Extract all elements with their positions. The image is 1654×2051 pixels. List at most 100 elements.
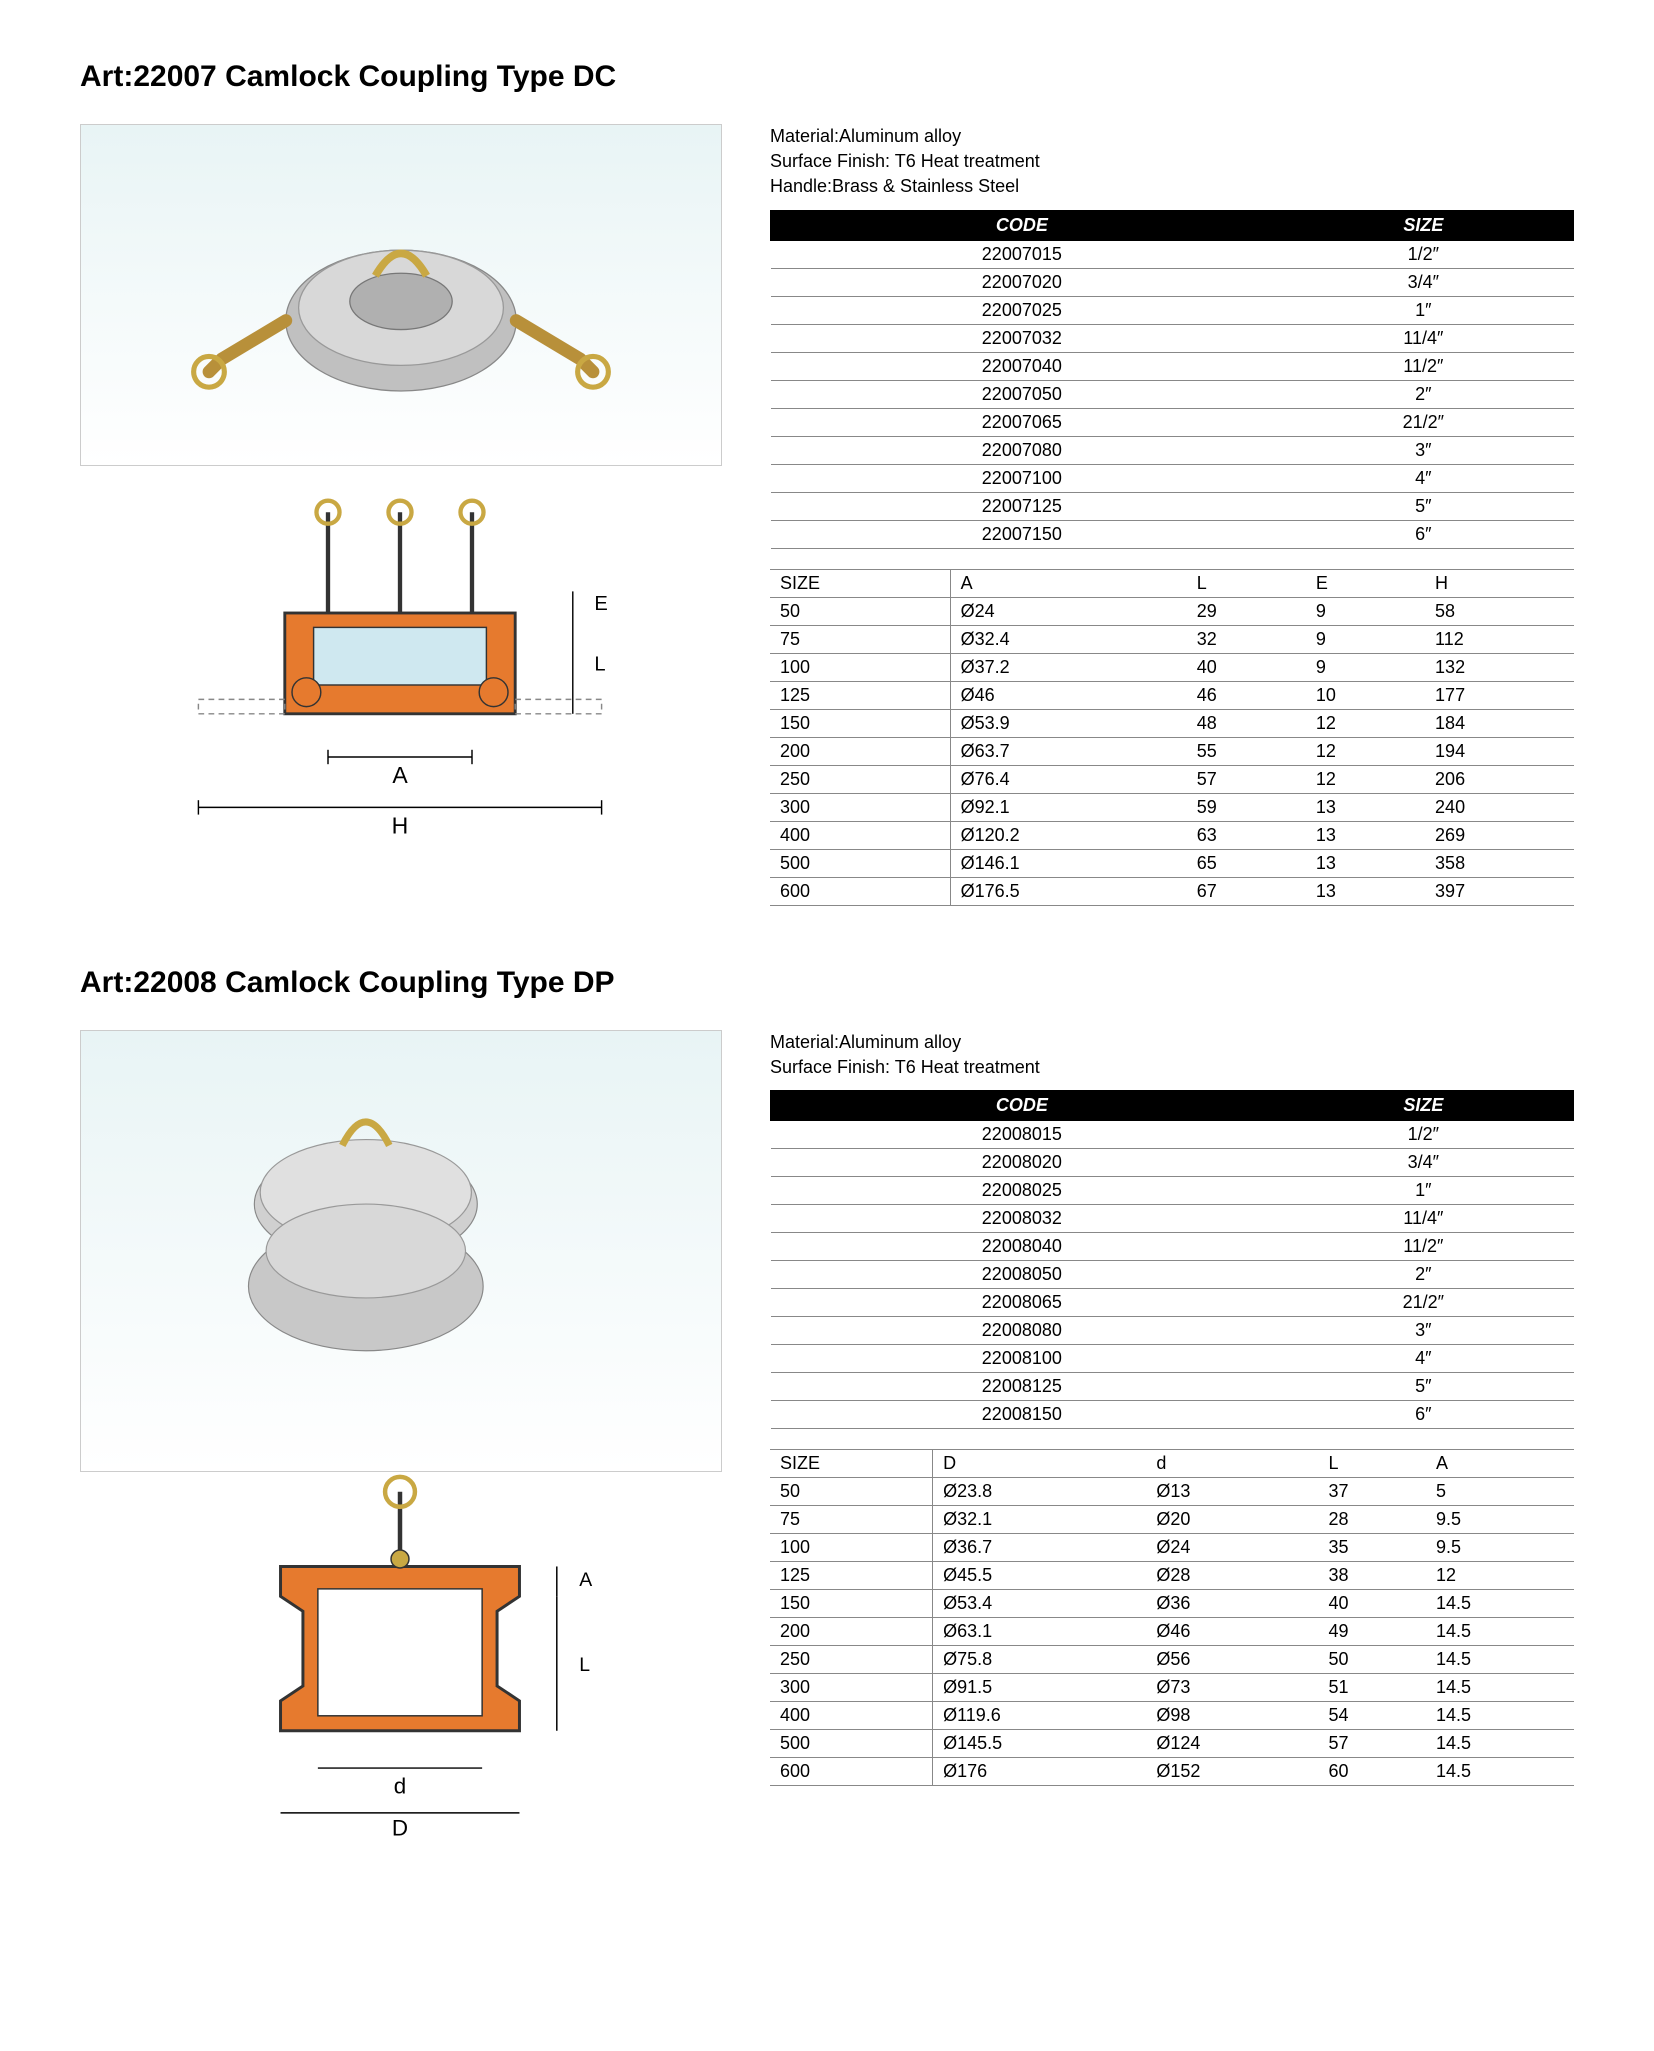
table-cell: Ø32.4: [950, 625, 1187, 653]
table-cell: 184: [1425, 709, 1574, 737]
table-cell: Ø24: [1146, 1533, 1318, 1561]
table-cell: 397: [1425, 877, 1574, 905]
table-cell: 14.5: [1426, 1645, 1574, 1673]
table-header: d: [1146, 1449, 1318, 1477]
table-row: 2200704011/2″: [771, 352, 1574, 380]
table-row: 400Ø119.6Ø985414.5: [770, 1701, 1574, 1729]
table-row: 125Ø45.5Ø283812: [770, 1561, 1574, 1589]
table-cell: 22008015: [771, 1120, 1274, 1148]
table-row: 100Ø36.7Ø24359.5: [770, 1533, 1574, 1561]
table-cell: 57: [1318, 1729, 1426, 1757]
table-cell: 58: [1425, 597, 1574, 625]
table-cell: 400: [770, 1701, 933, 1729]
table-row: 400Ø120.26313269: [770, 821, 1574, 849]
table-cell: Ø24: [950, 597, 1187, 625]
table-header: SIZE: [1273, 210, 1573, 240]
table-header: CODE: [771, 210, 1274, 240]
table-cell: 9: [1306, 653, 1425, 681]
camlock-dc-diagram-icon: A H L E: [112, 469, 688, 843]
code-size-table: CODE SIZE 220070151/2″220070203/4″220070…: [770, 210, 1574, 549]
table-cell: 60: [1318, 1757, 1426, 1785]
table-cell: 67: [1187, 877, 1306, 905]
table-cell: 14.5: [1426, 1729, 1574, 1757]
table-row: 220081255″: [771, 1372, 1574, 1400]
dim-header-row-0: SIZEALEH: [770, 569, 1574, 597]
code-table-body-0: 220070151/2″220070203/4″220070251″220070…: [771, 240, 1574, 548]
table-row: 220080151/2″: [771, 1120, 1574, 1148]
table-cell: Ø119.6: [933, 1701, 1147, 1729]
table-cell: 22007015: [771, 240, 1274, 268]
table-row: 220070203/4″: [771, 268, 1574, 296]
table-cell: 4″: [1273, 464, 1573, 492]
table-cell: 9: [1306, 597, 1425, 625]
table-row: 200Ø63.1Ø464914.5: [770, 1617, 1574, 1645]
dim-label-d-small: d: [394, 1774, 406, 1799]
table-cell: 3/4″: [1273, 268, 1573, 296]
table-cell: 38: [1318, 1561, 1426, 1589]
table-cell: 3/4″: [1273, 1148, 1573, 1176]
table-cell: 6″: [1273, 1400, 1573, 1428]
table-cell: 57: [1187, 765, 1306, 793]
table-cell: 250: [770, 1645, 933, 1673]
spec-line: Surface Finish: T6 Heat treatment: [770, 149, 1574, 174]
table-row: 125Ø464610177: [770, 681, 1574, 709]
table-cell: Ø124: [1146, 1729, 1318, 1757]
table-cell: 50: [770, 1477, 933, 1505]
table-cell: 46: [1187, 681, 1306, 709]
table-cell: 22007020: [771, 268, 1274, 296]
table-cell: 13: [1306, 821, 1425, 849]
table-cell: 177: [1425, 681, 1574, 709]
table-cell: Ø145.5: [933, 1729, 1147, 1757]
table-cell: Ø45.5: [933, 1561, 1147, 1589]
table-row: 300Ø92.15913240: [770, 793, 1574, 821]
table-cell: 65: [1187, 849, 1306, 877]
table-cell: Ø46: [1146, 1617, 1318, 1645]
dimension-table: SIZEALEH 50Ø242995875Ø32.4329112100Ø37.2…: [770, 569, 1574, 906]
table-cell: Ø53.4: [933, 1589, 1147, 1617]
table-cell: 40: [1187, 653, 1306, 681]
product-title: Art:22008 Camlock Coupling Type DP: [80, 966, 1574, 1000]
table-cell: 22008100: [771, 1344, 1274, 1372]
table-cell: Ø13: [1146, 1477, 1318, 1505]
table-cell: Ø36.7: [933, 1533, 1147, 1561]
table-row: 220070251″: [771, 296, 1574, 324]
table-cell: Ø20: [1146, 1505, 1318, 1533]
table-cell: Ø23.8: [933, 1477, 1147, 1505]
product-diagram: A H L E: [80, 486, 720, 826]
dim-label-l: L: [594, 653, 605, 675]
table-cell: 132: [1425, 653, 1574, 681]
table-cell: 22007080: [771, 436, 1274, 464]
table-header: CODE: [771, 1090, 1274, 1120]
product-diagram: d D A L: [80, 1492, 720, 1792]
table-cell: 11/4″: [1273, 324, 1573, 352]
table-header: H: [1425, 569, 1574, 597]
table-cell: 300: [770, 793, 950, 821]
table-row: 200Ø63.75512194: [770, 737, 1574, 765]
table-cell: 32: [1187, 625, 1306, 653]
spec-line: Material:Aluminum alloy: [770, 124, 1574, 149]
table-cell: 22007032: [771, 324, 1274, 352]
table-cell: 11/4″: [1273, 1204, 1573, 1232]
table-cell: 400: [770, 821, 950, 849]
table-cell: Ø120.2: [950, 821, 1187, 849]
product-section-dc: Art:22007 Camlock Coupling Type DC: [80, 60, 1574, 906]
camlock-dc-photo-icon: [145, 159, 657, 431]
table-cell: 500: [770, 849, 950, 877]
code-table-body-1: 220080151/2″220080203/4″220080251″220080…: [771, 1120, 1574, 1428]
table-cell: 12: [1306, 709, 1425, 737]
table-cell: 12: [1306, 765, 1425, 793]
table-row: 220080502″: [771, 1260, 1574, 1288]
table-cell: 48: [1187, 709, 1306, 737]
table-cell: 13: [1306, 877, 1425, 905]
dim-table-body-0: 50Ø242995875Ø32.4329112100Ø37.2409132125…: [770, 597, 1574, 905]
table-cell: 13: [1306, 793, 1425, 821]
table-cell: 50: [1318, 1645, 1426, 1673]
spec-lines: Material:Aluminum alloy Surface Finish: …: [770, 1030, 1574, 1080]
table-cell: Ø53.9: [950, 709, 1187, 737]
table-cell: 22008050: [771, 1260, 1274, 1288]
table-cell: 12: [1306, 737, 1425, 765]
table-cell: 11/2″: [1273, 1232, 1573, 1260]
dim-header-row-1: SIZEDdLA: [770, 1449, 1574, 1477]
table-cell: 4″: [1273, 1344, 1573, 1372]
table-header: L: [1318, 1449, 1426, 1477]
